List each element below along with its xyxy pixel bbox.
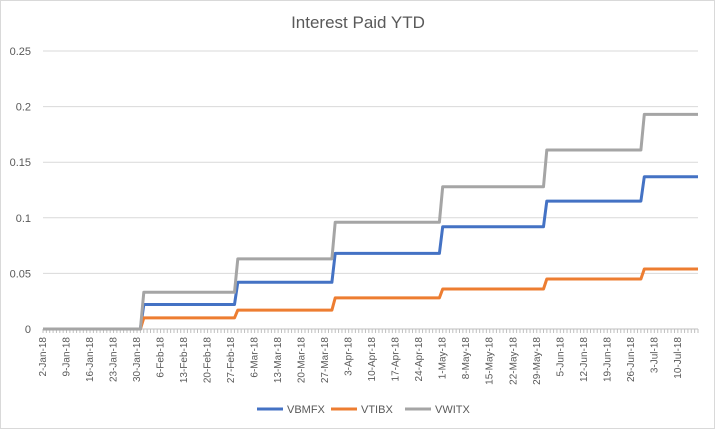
- x-tick-label: 15-May-18: [485, 337, 496, 385]
- x-axis: 2-Jan-18 9-Jan-18 16-Jan-18 23-Jan-18 30-Jan…: [38, 328, 699, 385]
- gridlines: [43, 50, 698, 274]
- legend-label-vbmfx: VBMFX: [287, 404, 326, 416]
- y-axis-ticks: 0 0.05 0.1 0.15 0.2 0.25: [10, 46, 31, 336]
- x-tick-label: 24-Apr-18: [414, 337, 425, 382]
- x-tick-label: 5-Jun-18: [555, 337, 566, 377]
- series-line-vbmfx: [43, 175, 698, 331]
- x-tick-label: 20-Mar-18: [297, 337, 308, 384]
- x-tick-label: 13-Mar-18: [273, 337, 284, 384]
- x-tick-label: 3-Jul-18: [649, 337, 660, 374]
- x-tick-label: 6-Mar-18: [250, 337, 261, 378]
- y-tick-label: 0.25: [10, 46, 31, 58]
- x-tick-label: 20-Feb-18: [203, 337, 214, 384]
- x-tick-label: 1-May-18: [438, 337, 449, 380]
- x-tick-label: 29-May-18: [532, 337, 543, 385]
- x-tick-label: 2-Jan-18: [38, 337, 49, 377]
- x-tick-label: 30-Jan-18: [132, 337, 143, 382]
- x-tick-label: 10-Jul-18: [673, 337, 684, 379]
- x-tick-label: 13-Feb-18: [179, 337, 190, 384]
- y-tick-label: 0.2: [16, 102, 31, 114]
- legend-label-vwitx: VWITX: [435, 404, 470, 416]
- legend: VBMFX VTIBX VWITX: [257, 404, 470, 416]
- y-tick-label: 0: [25, 324, 31, 336]
- x-tick-label: 27-Feb-18: [226, 337, 237, 384]
- x-tick-label: 9-Jan-18: [62, 337, 73, 377]
- series-line-vwitx: [43, 112, 698, 331]
- x-tick-label: 12-Jun-18: [579, 337, 590, 382]
- y-tick-label: 0.05: [10, 268, 31, 280]
- x-tick-label: 8-May-18: [461, 337, 472, 380]
- x-tick-label: 16-Jan-18: [85, 337, 96, 382]
- x-tick-label: 17-Apr-18: [391, 337, 402, 382]
- x-tick-label: 22-May-18: [508, 337, 519, 385]
- x-tick-label: 27-Mar-18: [320, 337, 331, 384]
- series-lines: [43, 112, 698, 331]
- x-tick-label: 19-Jun-18: [602, 337, 613, 382]
- x-tick-label: 6-Feb-18: [156, 337, 167, 378]
- x-tick-label: 3-Apr-18: [344, 337, 355, 376]
- y-tick-label: 0.1: [16, 213, 31, 225]
- series-line-vtibx: [43, 267, 698, 331]
- x-tick-label: 23-Jan-18: [109, 337, 120, 382]
- x-tick-label: 26-Jun-18: [626, 337, 637, 382]
- chart-title: Interest Paid YTD: [291, 13, 425, 32]
- legend-label-vtibx: VTIBX: [361, 404, 393, 416]
- y-tick-label: 0.15: [10, 157, 31, 169]
- x-tick-label: 10-Apr-18: [367, 337, 378, 382]
